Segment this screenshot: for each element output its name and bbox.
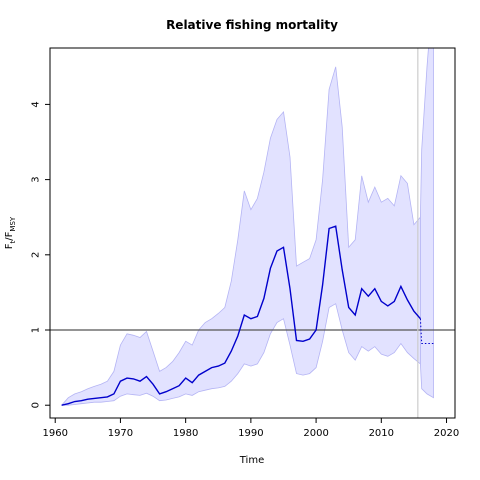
plot-frame: [49, 47, 456, 419]
confidence-band-group: [60, 48, 434, 406]
confidence-band-1: [419, 48, 434, 399]
x-axis: 1960 1970 1980 1990 2000 2010 2020: [42, 418, 459, 439]
y-label-sub-msy: MSY: [9, 216, 17, 231]
series-group: [61, 225, 434, 406]
x-tick-label-1970: 1970: [108, 428, 133, 439]
y-tick-label-3: 3: [31, 176, 42, 182]
x-axis-label: Time: [239, 455, 264, 466]
y-axis-label: Ft/FMSY: [4, 216, 17, 249]
x-tick-label-2000: 2000: [303, 428, 328, 439]
y-label-main-2: F: [4, 231, 15, 237]
y-tick-label-1: 1: [31, 327, 42, 333]
confidence-band-0: [60, 66, 421, 406]
y-tick-label-4: 4: [31, 101, 42, 107]
y-label-slash: /: [4, 237, 15, 241]
x-tick-label-2010: 2010: [369, 428, 394, 439]
series-line-0: [61, 225, 421, 406]
y-tick-label-2: 2: [31, 252, 42, 258]
y-label-sub-t: t: [9, 240, 17, 243]
x-tick-label-2020: 2020: [434, 428, 459, 439]
x-tick-label-1960: 1960: [42, 428, 67, 439]
y-tick-label-0: 0: [31, 402, 42, 408]
chart-title: Relative fishing mortality: [166, 18, 338, 32]
y-axis: 0 1 2 3 4: [31, 101, 50, 408]
x-tick-label-1980: 1980: [173, 428, 198, 439]
y-label-main: F: [4, 243, 15, 249]
x-tick-label-1990: 1990: [238, 428, 263, 439]
